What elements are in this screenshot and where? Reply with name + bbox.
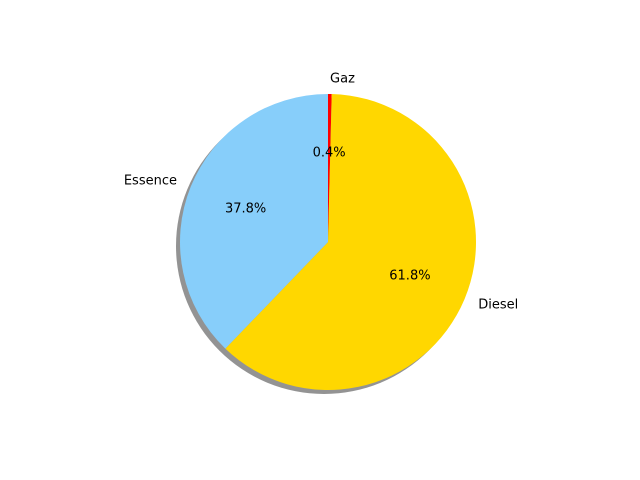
slice-label-essence: Essence xyxy=(124,174,177,189)
pct-label-gaz: 0.4% xyxy=(313,146,346,161)
pie-slices xyxy=(180,94,477,390)
pie-slice-gaz xyxy=(328,94,332,242)
slice-label-diesel: Diesel xyxy=(478,297,518,312)
pie-slice-diesel xyxy=(225,94,477,390)
pct-label-diesel: 61.8% xyxy=(389,269,430,284)
pct-label-essence: 37.8% xyxy=(225,201,266,216)
pie-slice-essence xyxy=(180,94,328,349)
slice-label-gaz: Gaz xyxy=(330,72,355,87)
pie-labels: Gaz 0.4% Diesel 61.8% Essence 37.8% xyxy=(124,72,518,313)
